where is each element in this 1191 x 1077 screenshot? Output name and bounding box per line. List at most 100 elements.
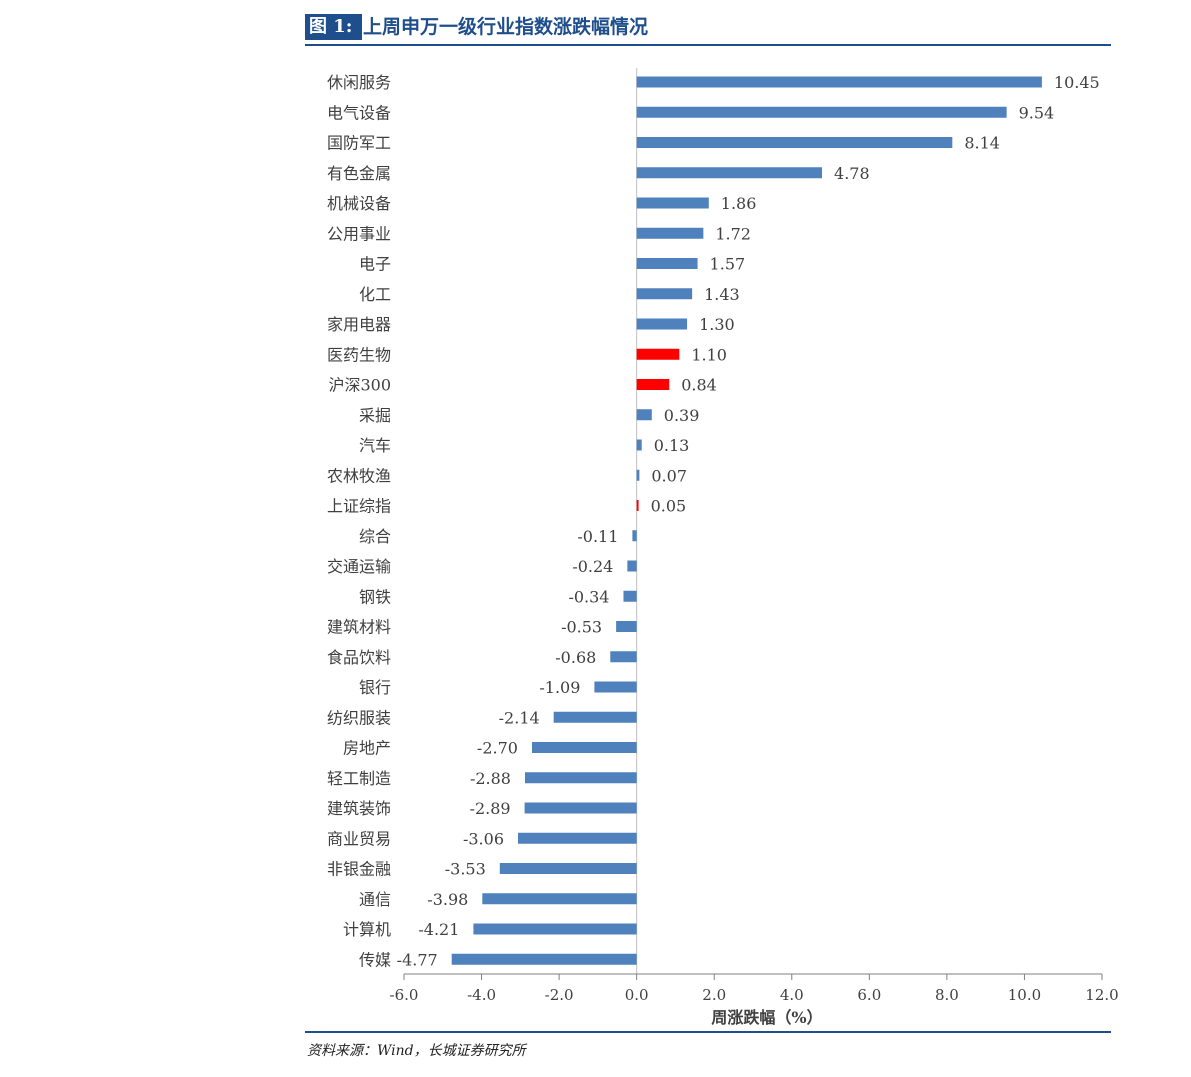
category-label: 银行	[359, 678, 391, 697]
value-label: 1.86	[721, 194, 757, 213]
value-label: -3.06	[463, 829, 504, 848]
x-tick-label: -4.0	[467, 986, 496, 1004]
bar	[636, 197, 709, 209]
x-tick-label: -6.0	[390, 986, 419, 1004]
x-tick-label: 12.0	[1085, 986, 1118, 1004]
bar	[531, 742, 637, 753]
category-label: 休闲服务	[327, 73, 391, 92]
bar	[636, 76, 1042, 88]
figure-header: 图 1: 上周申万一级行业指数涨跌幅情况	[305, 12, 1111, 46]
bar	[473, 923, 637, 935]
category-label: 交通运输	[327, 557, 391, 576]
value-label: -0.24	[572, 557, 613, 576]
value-label: 10.45	[1054, 73, 1100, 92]
value-label: 0.07	[651, 466, 687, 485]
category-label: 沪深300	[328, 376, 391, 395]
value-label: -4.21	[418, 920, 459, 939]
value-label: 1.10	[691, 345, 727, 364]
bar	[636, 288, 693, 300]
bar	[636, 258, 698, 269]
category-label: 采掘	[359, 406, 391, 425]
x-tick-label: 4.0	[780, 986, 804, 1004]
bar	[636, 439, 642, 451]
category-label: 纺织服装	[327, 708, 391, 727]
bar	[636, 318, 688, 330]
bar	[636, 106, 1007, 118]
value-label: -2.14	[499, 708, 540, 727]
x-tick-label: 2.0	[702, 986, 726, 1004]
category-label: 建筑装饰	[327, 799, 391, 818]
category-label: 综合	[359, 527, 391, 546]
category-label: 非银金融	[327, 860, 391, 879]
category-label: 农林牧渔	[327, 466, 391, 485]
value-label: 0.13	[654, 436, 690, 455]
bar	[594, 681, 637, 693]
value-label: 1.57	[710, 255, 746, 274]
bar	[636, 379, 670, 390]
category-label: 通信	[359, 890, 391, 909]
category-label: 轻工制造	[327, 769, 391, 788]
value-label: -1.09	[539, 678, 580, 697]
value-label: 9.54	[1019, 103, 1055, 122]
value-label: -3.53	[445, 860, 486, 879]
value-label: 0.39	[664, 406, 700, 425]
category-label: 家用电器	[327, 315, 391, 334]
category-label: 食品饮料	[327, 648, 391, 667]
category-label: 化工	[359, 285, 391, 304]
bar	[636, 348, 680, 360]
x-axis-title: 周涨跌幅（%）	[711, 1008, 822, 1027]
value-label: 0.05	[651, 497, 687, 516]
x-tick-label: 10.0	[1008, 986, 1041, 1004]
bar	[524, 772, 637, 784]
x-tick-label: 8.0	[935, 986, 959, 1004]
category-label: 国防军工	[327, 134, 391, 153]
bar	[499, 863, 637, 874]
value-label: -0.68	[555, 648, 596, 667]
bar	[553, 711, 637, 723]
category-label: 传媒	[359, 950, 391, 969]
bar	[636, 469, 640, 481]
x-tick-label: 0.0	[625, 986, 649, 1004]
value-label: 4.78	[834, 164, 870, 183]
bar	[623, 590, 637, 602]
value-label: -0.11	[577, 527, 618, 546]
value-label: -2.88	[470, 769, 511, 788]
value-label: 1.43	[704, 285, 740, 304]
value-label: -2.89	[470, 799, 511, 818]
category-label: 上证综指	[327, 497, 391, 516]
category-label: 汽车	[359, 436, 391, 455]
value-label: -4.77	[397, 950, 438, 969]
category-label: 商业贸易	[327, 829, 391, 848]
value-label: 8.14	[964, 134, 1000, 153]
category-label: 机械设备	[327, 194, 391, 213]
value-label: -3.98	[427, 890, 468, 909]
value-label: -0.34	[568, 587, 609, 606]
source-note: 资料来源：Wind，长城证券研究所	[307, 1043, 526, 1059]
category-label: 建筑材料	[327, 618, 391, 637]
category-label: 电子	[359, 255, 391, 274]
bar	[518, 832, 637, 844]
figure-tag: 图 1:	[305, 14, 363, 40]
category-label: 医药生物	[327, 345, 391, 364]
x-tick-label: 6.0	[857, 986, 881, 1004]
category-label: 钢铁	[359, 587, 391, 606]
bar	[636, 500, 639, 511]
value-label: 1.72	[715, 224, 751, 243]
bar	[524, 802, 637, 814]
bar	[636, 227, 704, 239]
bar	[451, 953, 637, 965]
category-label: 有色金属	[327, 164, 391, 183]
value-label: -2.70	[477, 739, 518, 758]
bar	[632, 530, 637, 542]
category-label: 计算机	[343, 920, 391, 939]
bar	[610, 651, 637, 663]
figure-title: 上周申万一级行业指数涨跌幅情况	[363, 16, 649, 38]
x-tick-label: -2.0	[545, 986, 574, 1004]
bar	[636, 137, 953, 148]
category-label: 公用事业	[327, 224, 391, 243]
category-label: 房地产	[343, 739, 391, 758]
bar	[636, 167, 823, 179]
value-label: -0.53	[561, 618, 602, 637]
bar	[482, 893, 637, 905]
